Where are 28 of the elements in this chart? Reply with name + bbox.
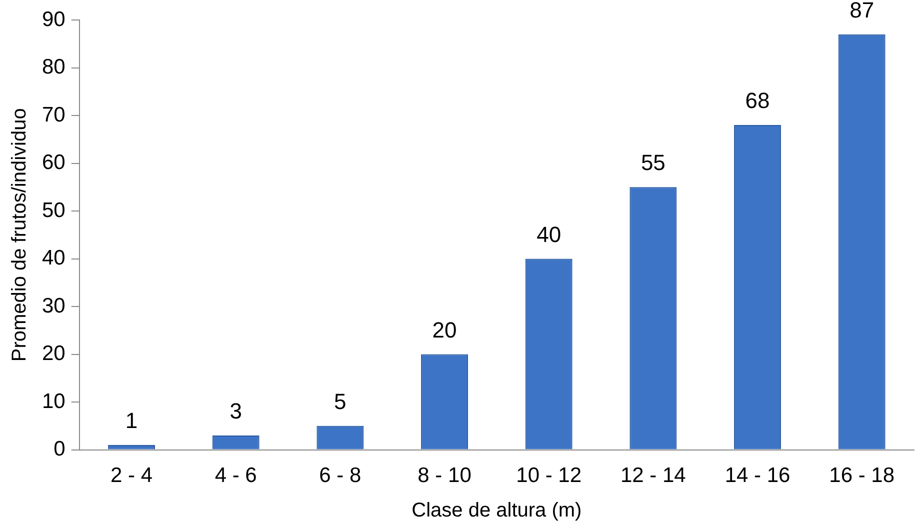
x-tick-label: 4 - 6 bbox=[214, 464, 257, 488]
y-tick-label: 0 bbox=[54, 438, 66, 461]
data-label: 3 bbox=[230, 398, 242, 424]
data-label: 20 bbox=[432, 317, 457, 342]
x-tick-label: 2 - 4 bbox=[110, 464, 153, 488]
x-tick-label: 6 - 8 bbox=[319, 464, 362, 488]
y-axis-title: Promedio de frutos/individuo bbox=[8, 108, 31, 362]
x-tick-label: 16 - 18 bbox=[829, 464, 895, 488]
data-label: 1 bbox=[125, 408, 138, 434]
y-tick-label: 30 bbox=[42, 294, 66, 318]
data-label: 87 bbox=[850, 0, 874, 22]
y-tick-label: 60 bbox=[42, 151, 66, 174]
x-tick-label: 8 - 10 bbox=[418, 464, 472, 488]
y-tick-label: 50 bbox=[42, 198, 66, 222]
y-tick-label: 40 bbox=[42, 246, 66, 270]
data-label: 5 bbox=[334, 388, 346, 414]
y-tick-label: 20 bbox=[42, 342, 66, 366]
data-label: 68 bbox=[745, 88, 770, 114]
data-label: 55 bbox=[640, 150, 666, 176]
x-axis-title: Clase de altura (m) bbox=[412, 500, 582, 522]
y-tick-label: 70 bbox=[42, 103, 66, 126]
y-tick-label: 80 bbox=[42, 56, 66, 79]
x-tick-label: 14 - 16 bbox=[724, 464, 790, 488]
y-tick-label: 90 bbox=[42, 8, 66, 31]
y-tick-label: 10 bbox=[42, 390, 66, 413]
x-tick-label: 12 - 14 bbox=[620, 464, 686, 488]
x-tick-label: 10 - 12 bbox=[516, 464, 582, 488]
data-label: 40 bbox=[536, 222, 562, 247]
